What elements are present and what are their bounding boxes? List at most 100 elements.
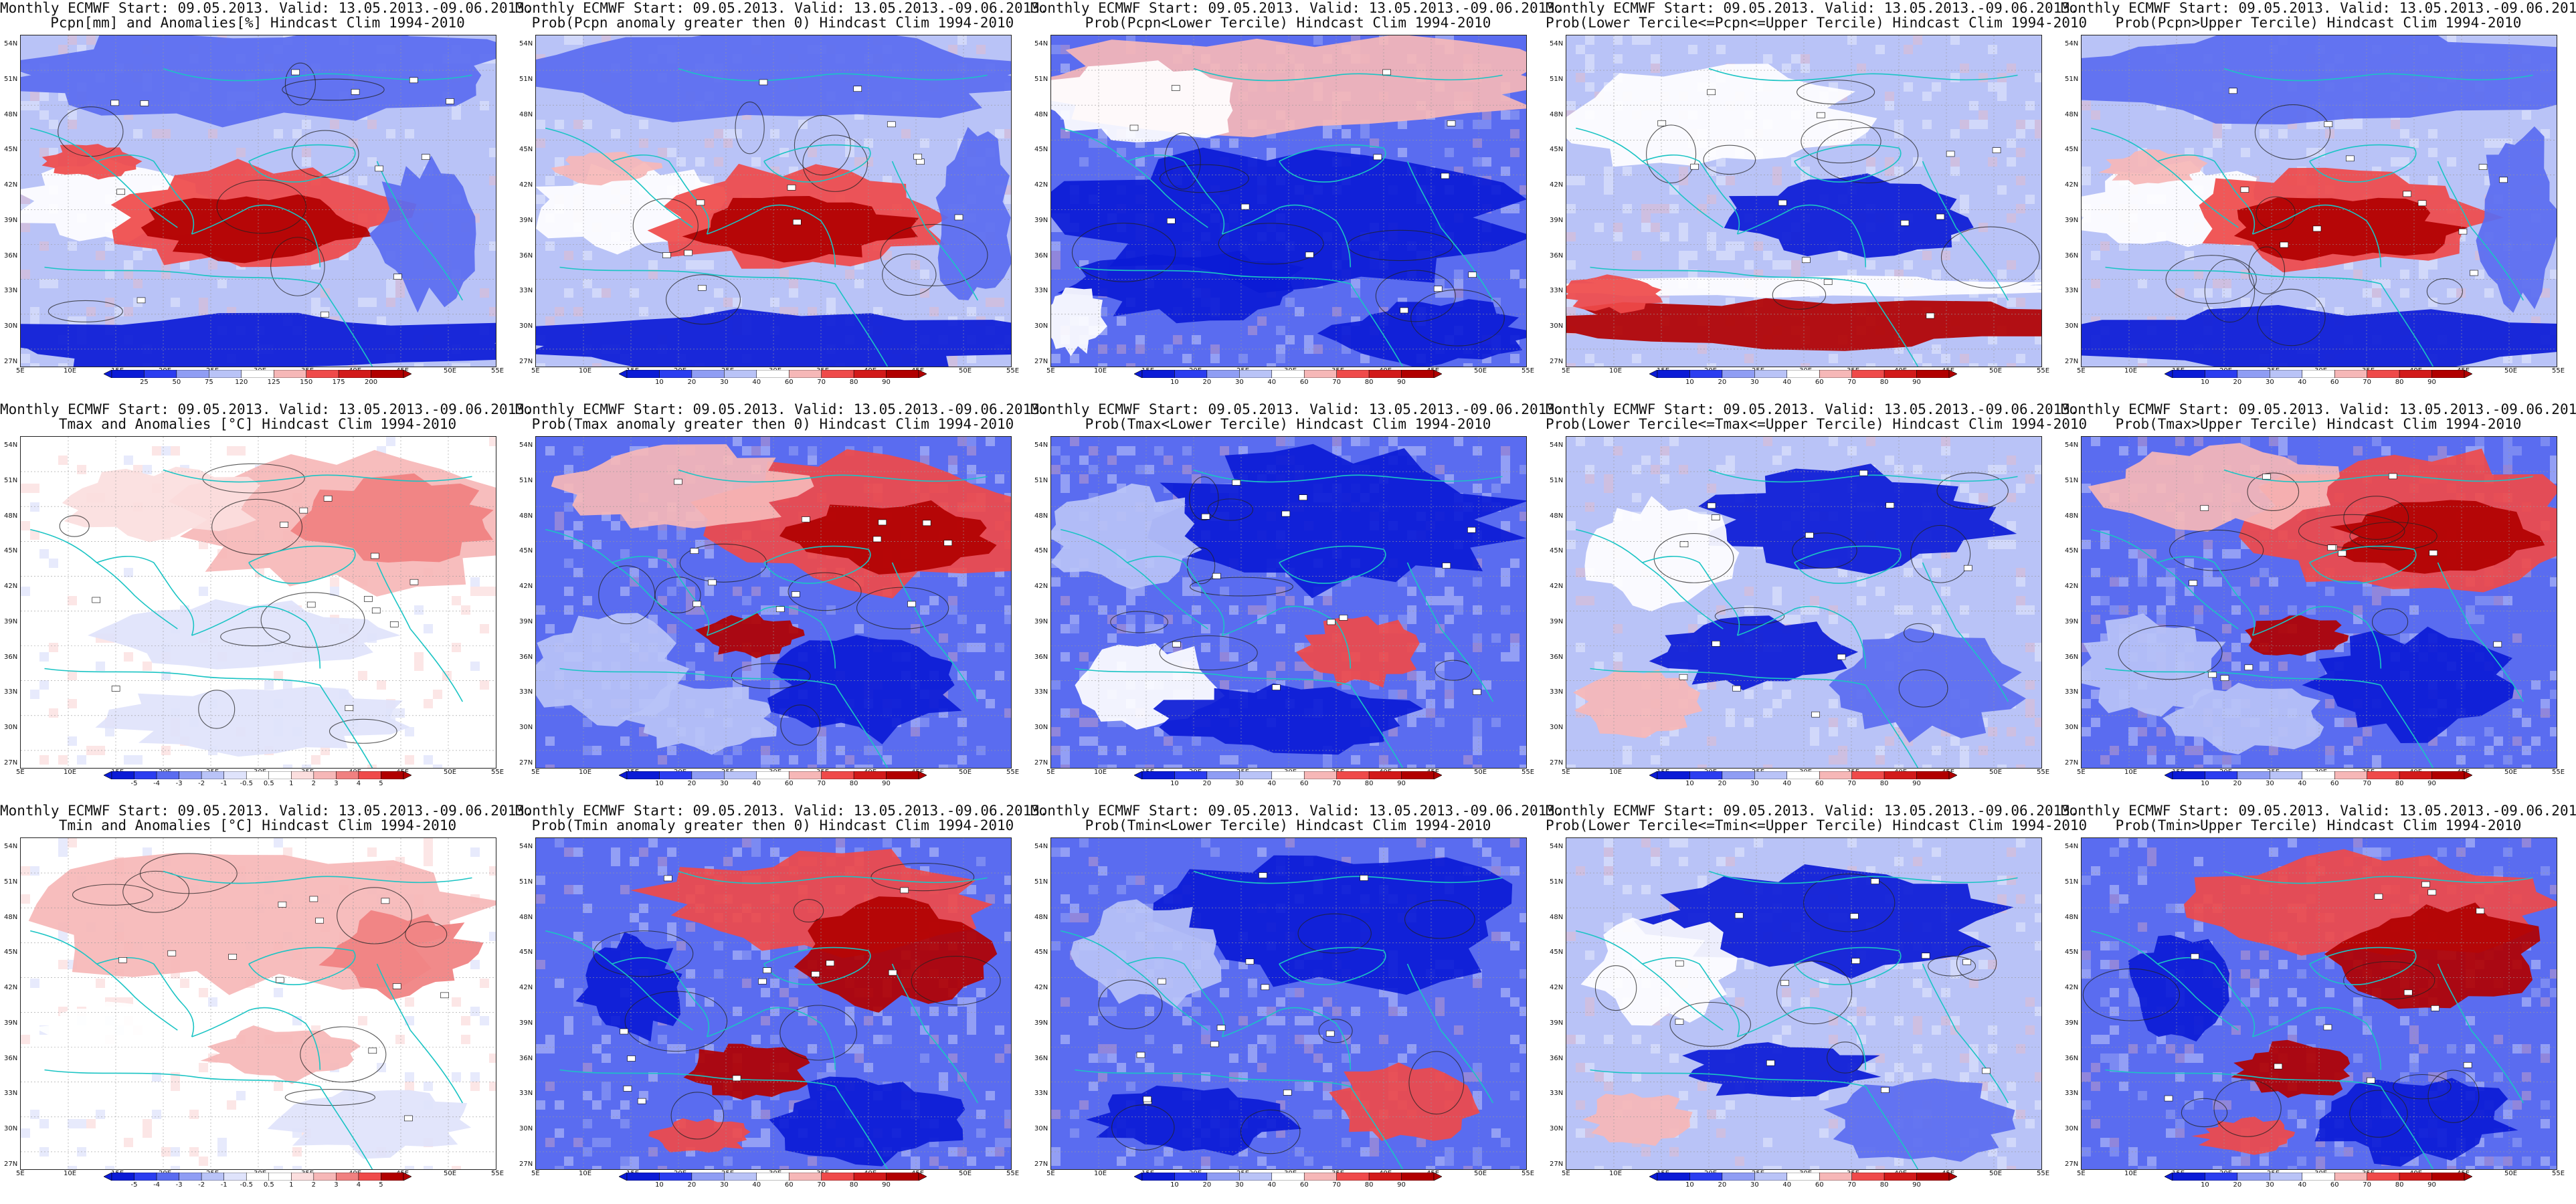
panel-title-line1: Monthly ECMWF Start: 09.05.2013. Valid: … [0, 0, 533, 16]
field-cell [1613, 223, 1623, 232]
field-cell [1932, 270, 1941, 279]
field-cell [2213, 138, 2222, 148]
field-cell [723, 129, 733, 138]
field-cell [1248, 662, 1257, 671]
field-cell [124, 736, 133, 746]
field-cell [789, 997, 798, 1007]
field-cell [2091, 279, 2100, 288]
field-cell [1510, 204, 1520, 213]
latitude-label: 54N [519, 441, 533, 449]
field-cell [1801, 167, 1810, 176]
field-cell [2344, 129, 2353, 138]
field-cell [2550, 671, 2557, 680]
field-cell [1922, 92, 1932, 101]
station-marker [323, 495, 333, 502]
colorbar-label: 10 [655, 379, 664, 386]
field-cell [1426, 680, 1435, 690]
colorbar-swatch [1336, 771, 1370, 779]
coastline [2380, 283, 2434, 367]
field-cell [349, 298, 358, 307]
field-cell [30, 316, 39, 326]
colorbar-label: -4 [153, 1181, 161, 1189]
field-cell [1585, 64, 1594, 73]
field-cell [1135, 765, 1145, 768]
colorbar-label: 25 [140, 379, 149, 386]
field-cell [1988, 251, 1997, 260]
field-cell [1154, 624, 1164, 633]
field-cell [114, 605, 124, 615]
field-cell [161, 988, 171, 997]
field-cell [1857, 64, 1866, 73]
station-marker [2312, 225, 2322, 232]
coastline [925, 227, 979, 301]
field-cell [1051, 727, 1061, 736]
field-cell [152, 1110, 161, 1119]
field-cell [1445, 596, 1454, 605]
field-cell [1641, 223, 1651, 232]
longitude-label: 5E [1046, 769, 1055, 776]
field-cell [770, 298, 779, 307]
field-cell [21, 363, 30, 367]
field-cell [1922, 260, 1932, 270]
colorbar-swatch [291, 1173, 314, 1181]
field-cell [1407, 587, 1416, 596]
field-cell [770, 1035, 779, 1044]
field-cell [545, 624, 555, 633]
field-region [141, 194, 372, 264]
station-marker [320, 311, 329, 318]
station-marker [853, 86, 862, 92]
colorbar-label: 30 [1234, 780, 1244, 787]
latitude-label: 51N [1034, 75, 1048, 83]
field-cell [723, 298, 733, 307]
field-cell [470, 1007, 480, 1016]
field-cell [302, 765, 311, 768]
field-cell [189, 1100, 199, 1110]
field-cell [667, 746, 676, 755]
coastline [2223, 68, 2533, 82]
field-cell [761, 1128, 770, 1138]
field-cell [1576, 176, 1585, 185]
field-cell [1688, 45, 1697, 54]
field-cell [808, 446, 817, 456]
field-cell [1660, 251, 1669, 260]
field-cell [705, 549, 714, 559]
field-cell [761, 437, 770, 446]
field-cell [302, 157, 311, 167]
field-cell [1660, 232, 1669, 241]
station-marker [306, 601, 316, 608]
field-cell [2437, 148, 2447, 157]
contour-line [780, 704, 821, 746]
field-cell [1754, 270, 1763, 279]
field-cell [1772, 596, 1782, 605]
field-cell [58, 847, 68, 857]
contour-line [211, 498, 303, 555]
field-cell [21, 587, 30, 596]
field-cell [2353, 446, 2363, 456]
field-cell [986, 288, 995, 298]
field-cell [133, 568, 143, 577]
panel-title-line1: Monthly ECMWF Start: 09.05.2013. Valid: … [1546, 0, 2079, 16]
longitude-label: 10E [1609, 367, 1623, 375]
coastline [1708, 68, 2018, 82]
field-cell [1623, 167, 1632, 176]
field-cell [920, 260, 929, 270]
colorbar-swatch [2367, 771, 2400, 779]
field-cell [873, 307, 883, 316]
field-cell [489, 176, 496, 185]
field-cell [386, 1007, 395, 1016]
station-marker [1373, 154, 1382, 161]
latitude-label: 36N [2065, 653, 2079, 661]
field-cell [133, 755, 143, 765]
field-cell [2241, 633, 2250, 643]
field-cell [2175, 120, 2185, 129]
colorbar-label: 70 [817, 379, 826, 386]
field-cell [536, 363, 545, 367]
field-cell [236, 148, 246, 157]
longitude-label: 50E [1989, 367, 2003, 375]
field-cell [377, 1025, 386, 1035]
panel-title-line2: Prob(Lower Tercile<=Tmax<=Upper Tercile)… [1546, 416, 2088, 432]
field-cell [789, 969, 798, 979]
colorbar-label: 80 [2395, 379, 2404, 386]
field-cell [1107, 633, 1117, 643]
field-cell [143, 1128, 152, 1138]
